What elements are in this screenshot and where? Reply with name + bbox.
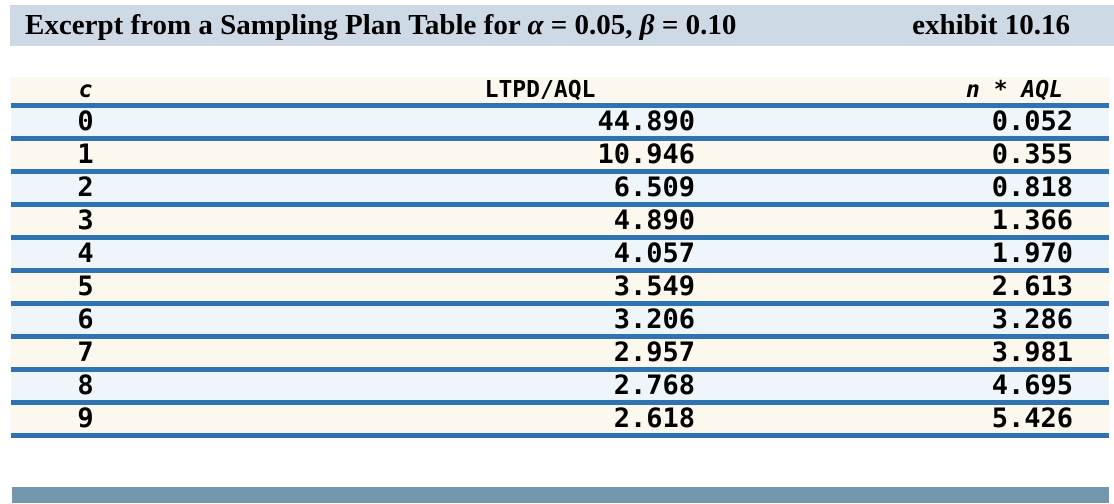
cell-ltpd-aql: 3.206 — [160, 303, 920, 339]
table-body: 0 44.890 0.052 1 10.946 0.355 2 6.509 0.818 3 4.89… — [11, 105, 1109, 438]
cell-c: 8 — [11, 369, 160, 405]
cell-ltpd-aql: 2.957 — [160, 336, 920, 372]
cell-ltpd-aql: 44.890 — [160, 105, 920, 141]
cell-n-aql: 5.426 — [920, 402, 1109, 438]
table-row: 3 4.890 1.366 — [11, 204, 1109, 240]
cell-ltpd-aql: 2.618 — [160, 402, 920, 438]
cell-n-aql: 3.286 — [920, 303, 1109, 339]
table-row: 7 2.957 3.981 — [11, 336, 1109, 372]
cell-c: 6 — [11, 303, 160, 339]
cell-c: 7 — [11, 336, 160, 372]
cell-ltpd-aql: 3.549 — [160, 270, 920, 306]
bottom-divider-bar — [12, 487, 1109, 503]
alpha-symbol: α — [527, 9, 544, 41]
cell-n-aql: 2.613 — [920, 270, 1109, 306]
table-row: 5 3.549 2.613 — [11, 270, 1109, 306]
table-row: 0 44.890 0.052 — [11, 105, 1109, 141]
column-header-c: c — [11, 77, 160, 108]
table-header: c LTPD/AQL n * AQL — [11, 77, 1109, 108]
table-row: 6 3.206 3.286 — [11, 303, 1109, 339]
cell-n-aql: 1.970 — [920, 237, 1109, 273]
table-row: 8 2.768 4.695 — [11, 369, 1109, 405]
column-header-n-aql: n * AQL — [920, 77, 1109, 108]
cell-c: 4 — [11, 237, 160, 273]
column-header-ltpd-aql: LTPD/AQL — [160, 77, 920, 108]
table-row: 4 4.057 1.970 — [11, 237, 1109, 273]
table-header-row: c LTPD/AQL n * AQL — [11, 77, 1109, 108]
cell-c: 5 — [11, 270, 160, 306]
page-title: Excerpt from a Sampling Plan Table for α… — [25, 9, 736, 42]
title-text-part3: = 0.10 — [654, 9, 737, 41]
cell-c: 9 — [11, 402, 160, 438]
cell-ltpd-aql: 10.946 — [160, 138, 920, 174]
cell-ltpd-aql: 4.890 — [160, 204, 920, 240]
cell-c: 3 — [11, 204, 160, 240]
cell-c: 0 — [11, 105, 160, 141]
beta-symbol: β — [639, 9, 655, 41]
title-bar: Excerpt from a Sampling Plan Table for α… — [10, 5, 1114, 46]
title-text-part2: = 0.05, — [543, 9, 640, 41]
cell-n-aql: 4.695 — [920, 369, 1109, 405]
cell-ltpd-aql: 6.509 — [160, 171, 920, 207]
cell-n-aql: 1.366 — [920, 204, 1109, 240]
sampling-plan-table: c LTPD/AQL n * AQL 0 44.890 0.052 1 10.946 0.… — [11, 77, 1109, 438]
cell-n-aql: 3.981 — [920, 336, 1109, 372]
cell-c: 1 — [11, 138, 160, 174]
table-row: 1 10.946 0.355 — [11, 138, 1109, 174]
cell-n-aql: 0.052 — [920, 105, 1109, 141]
cell-ltpd-aql: 4.057 — [160, 237, 920, 273]
cell-n-aql: 0.818 — [920, 171, 1109, 207]
cell-n-aql: 0.355 — [920, 138, 1109, 174]
exhibit-label: exhibit 10.16 — [912, 9, 1070, 41]
cell-ltpd-aql: 2.768 — [160, 369, 920, 405]
cell-c: 2 — [11, 171, 160, 207]
table-row: 9 2.618 5.426 — [11, 402, 1109, 438]
title-text-part1: Excerpt from a Sampling Plan Table for — [25, 9, 528, 41]
table-row: 2 6.509 0.818 — [11, 171, 1109, 207]
